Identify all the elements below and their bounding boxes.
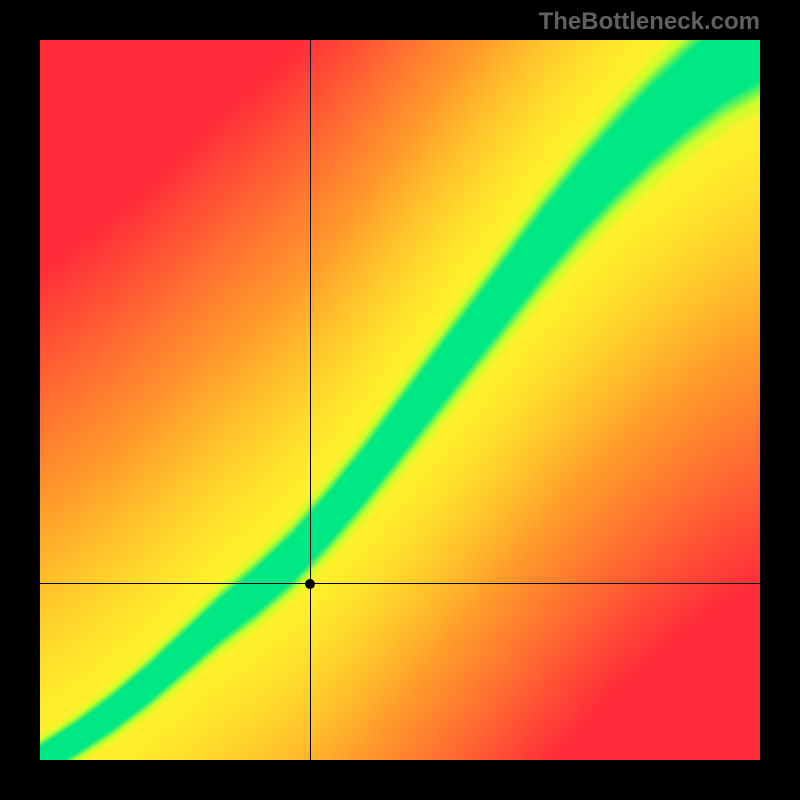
crosshair-marker-dot <box>305 579 315 589</box>
crosshair-vertical-line <box>310 40 311 760</box>
watermark-text: TheBottleneck.com <box>539 8 760 36</box>
bottleneck-heatmap <box>40 40 760 760</box>
crosshair-horizontal-line <box>40 583 760 584</box>
